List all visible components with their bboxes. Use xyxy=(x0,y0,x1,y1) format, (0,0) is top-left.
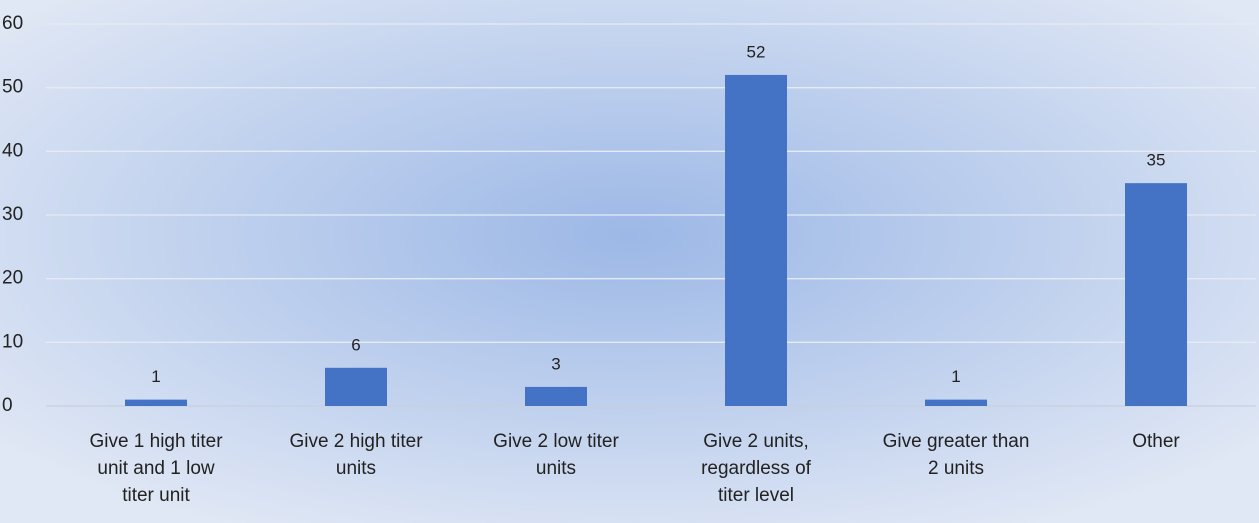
x-tick-label: Give 2 units, regardless of titer level xyxy=(701,431,812,506)
bar xyxy=(325,367,387,406)
bar xyxy=(525,386,587,406)
bar xyxy=(125,399,187,406)
x-tick-label: Give 2 high titer units xyxy=(289,431,423,479)
data-label: 6 xyxy=(351,335,360,354)
y-tick-label: 50 xyxy=(2,77,23,98)
y-tick-label: 60 xyxy=(2,13,23,34)
x-tick-label: Give greater than 2 units xyxy=(883,431,1030,479)
data-label: 3 xyxy=(551,354,560,373)
data-label: 1 xyxy=(151,367,160,386)
bar xyxy=(1125,183,1187,406)
bar xyxy=(925,399,987,406)
bar xyxy=(725,74,787,406)
data-label: 52 xyxy=(747,42,766,61)
x-tick-label: Other xyxy=(1132,431,1180,452)
y-tick-label: 20 xyxy=(2,268,23,289)
y-tick-label: 0 xyxy=(2,395,13,416)
x-tick-label: Give 2 low titer units xyxy=(493,431,619,479)
data-label: 35 xyxy=(1147,151,1166,170)
data-label: 1 xyxy=(951,367,960,386)
y-tick-label: 30 xyxy=(2,204,23,225)
x-tick-label: Give 1 high titer unit and 1 low titer uni… xyxy=(89,431,223,506)
y-tick-label: 10 xyxy=(2,331,23,352)
y-tick-label: 40 xyxy=(2,140,23,161)
